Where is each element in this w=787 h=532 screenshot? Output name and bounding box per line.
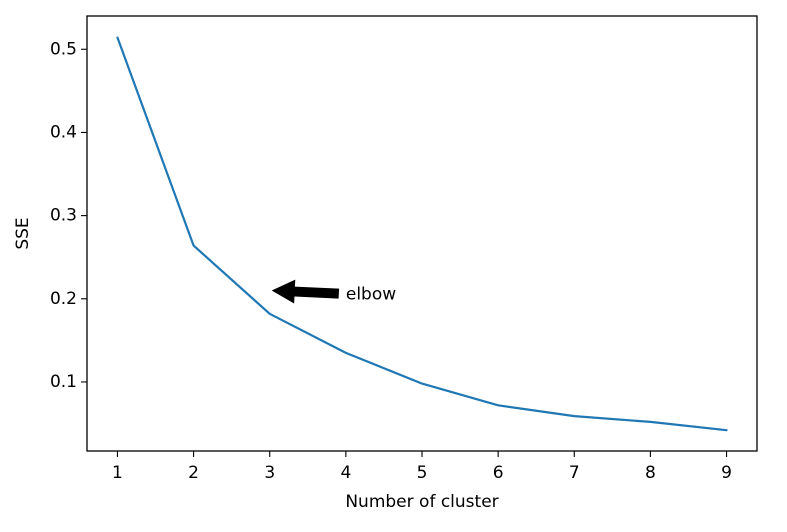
plot-frame: [86, 15, 758, 452]
y-tick-label: 0.3: [50, 206, 77, 226]
x-axis-label: Number of cluster: [345, 492, 498, 512]
x-tick-label: 5: [417, 463, 428, 483]
x-tick-label: 1: [112, 463, 123, 483]
x-axis: 1 2 3 4 5 6 7 8 9: [112, 451, 732, 483]
y-tick-label: 0.5: [50, 39, 77, 59]
y-tick-label: 0.4: [50, 122, 77, 142]
plot-area: [116, 36, 728, 432]
x-tick-label: 8: [645, 463, 656, 483]
elbow-label: elbow: [346, 285, 396, 305]
x-tick-label: 4: [340, 463, 351, 483]
series-line: [116, 36, 728, 432]
elbow-annotation: elbow: [271, 279, 396, 305]
y-tick-label: 0.1: [50, 372, 77, 392]
elbow-arrow: [271, 279, 340, 304]
x-tick-label: 6: [493, 463, 504, 483]
x-tick-label: 2: [188, 463, 199, 483]
y-tick-label: 0.2: [50, 289, 77, 309]
x-tick-label: 9: [721, 463, 732, 483]
y-axis: 0.1 0.2 0.3 0.4 0.5: [50, 39, 87, 392]
x-tick-label: 3: [264, 463, 275, 483]
x-tick-label: 7: [569, 463, 580, 483]
y-axis-label: SSE: [13, 217, 33, 249]
